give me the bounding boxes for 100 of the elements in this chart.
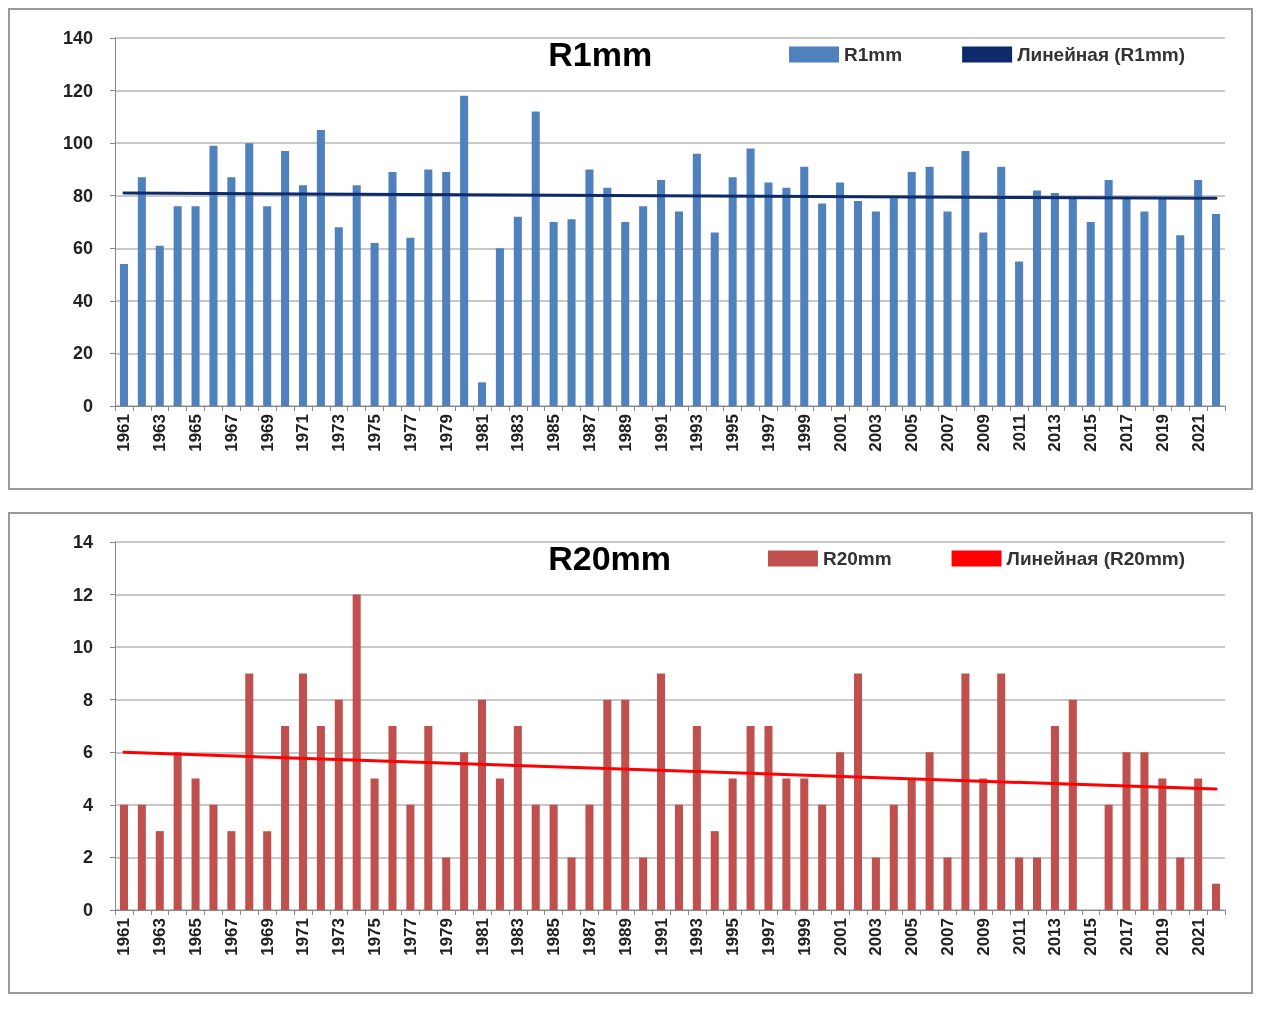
bar <box>477 382 487 406</box>
bar <box>997 673 1006 910</box>
x-tick-label: 2001 <box>830 918 850 956</box>
bar <box>1158 198 1167 406</box>
bar <box>137 177 146 406</box>
bar <box>209 145 218 406</box>
bar <box>298 673 308 910</box>
bar <box>1212 883 1221 910</box>
x-tick-label: 1981 <box>472 918 492 956</box>
legend-label: R20mm <box>822 548 892 569</box>
x-tick-label: 1969 <box>257 918 277 956</box>
x-tick-label: 1967 <box>221 414 241 452</box>
x-tick-label: 2003 <box>866 918 886 956</box>
bar <box>406 804 415 910</box>
x-tick-label: 1999 <box>794 414 814 452</box>
bar <box>585 169 594 406</box>
bar <box>1122 752 1131 910</box>
bar <box>925 752 934 910</box>
x-tick-label: 1989 <box>615 918 635 956</box>
x-tick-label: 2011 <box>1009 918 1029 955</box>
y-tick-label: 6 <box>82 742 93 763</box>
bar <box>298 185 308 406</box>
bar <box>442 857 451 910</box>
bar <box>997 166 1006 406</box>
bar <box>943 211 952 406</box>
y-tick-label: 120 <box>62 80 93 101</box>
bar <box>746 148 755 406</box>
x-tick-label: 1961 <box>114 414 134 452</box>
bar <box>495 778 504 910</box>
bar <box>352 594 361 910</box>
y-tick-label: 14 <box>72 532 93 552</box>
bar <box>513 216 522 406</box>
x-tick-label: 1989 <box>615 414 635 452</box>
bar <box>1104 804 1113 910</box>
bar <box>961 673 970 910</box>
bar <box>1176 235 1185 406</box>
x-tick-label: 1981 <box>472 414 492 452</box>
bar <box>388 726 397 910</box>
bar <box>513 726 522 910</box>
bar <box>639 857 648 910</box>
bar <box>1104 179 1113 406</box>
chart-title: R20mm <box>548 539 672 577</box>
bar <box>836 182 845 406</box>
x-tick-label: 2017 <box>1117 414 1137 452</box>
bar <box>639 206 648 406</box>
bar <box>818 203 827 406</box>
y-tick-label: 0 <box>82 900 93 920</box>
bar <box>424 169 433 406</box>
x-tick-label: 1995 <box>723 918 743 956</box>
x-tick-label: 2021 <box>1188 918 1208 956</box>
bar <box>1068 699 1077 910</box>
bar <box>603 699 612 910</box>
x-tick-label: 1997 <box>758 918 778 956</box>
x-tick-label: 2011 <box>1009 414 1029 451</box>
x-tick-label: 2015 <box>1081 414 1101 452</box>
bar <box>746 726 755 910</box>
y-tick-label: 60 <box>72 238 93 259</box>
bar <box>406 237 415 406</box>
bar <box>263 206 272 406</box>
x-tick-label: 1991 <box>651 414 671 452</box>
bar <box>316 726 325 910</box>
x-tick-label: 2007 <box>938 414 957 452</box>
bar <box>585 804 594 910</box>
x-tick-label: 1973 <box>329 918 349 956</box>
bar <box>1176 857 1185 910</box>
y-tick-label: 100 <box>62 133 93 154</box>
bar <box>871 211 880 406</box>
x-tick-label: 2009 <box>973 918 993 956</box>
bar <box>191 206 200 406</box>
bar <box>603 187 612 406</box>
x-tick-label: 2005 <box>902 414 922 452</box>
bar <box>1140 752 1149 910</box>
legend-label: Линейная (R20mm) <box>1006 548 1186 569</box>
bar <box>388 172 397 406</box>
bar <box>836 752 845 910</box>
x-tick-label: 1979 <box>436 918 456 956</box>
bar <box>1086 222 1095 406</box>
bar <box>227 177 236 406</box>
y-tick-label: 0 <box>82 396 93 416</box>
bar <box>692 726 701 910</box>
bar <box>549 222 558 406</box>
bar <box>1015 857 1024 910</box>
x-tick-label: 1997 <box>758 414 778 452</box>
x-tick-label: 2021 <box>1188 414 1208 452</box>
bar <box>1050 193 1059 406</box>
bar <box>818 804 827 910</box>
x-tick-label: 2007 <box>938 918 957 956</box>
bar <box>800 166 809 406</box>
x-tick-label: 1999 <box>794 918 814 956</box>
bar <box>567 219 576 406</box>
bar <box>853 673 863 910</box>
bar <box>352 185 361 406</box>
bar <box>531 804 540 910</box>
y-tick-label: 12 <box>72 584 93 605</box>
y-tick-label: 140 <box>62 28 93 48</box>
bar <box>961 151 970 406</box>
x-tick-label: 1987 <box>579 918 599 956</box>
x-tick-label: 1983 <box>508 414 528 452</box>
legend-label: Линейная (R1mm) <box>1017 44 1185 65</box>
x-tick-label: 2017 <box>1117 918 1137 956</box>
